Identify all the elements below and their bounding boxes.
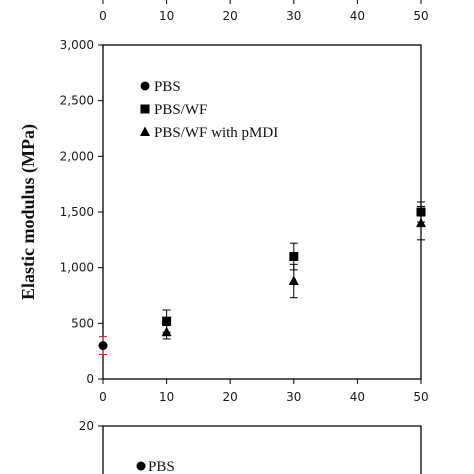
top-axis-tick-label: 10 <box>159 9 174 23</box>
legend-marker-triangle <box>140 126 150 136</box>
second-y-axis-ticks: 20 <box>79 419 103 433</box>
legend: PBS PBS/WF PBS/WF with pMDI <box>140 79 278 141</box>
x-axis-ticks: 0 10 20 30 40 50 <box>99 379 429 404</box>
data-point-triangle <box>288 275 299 286</box>
x-tick-label: 10 <box>159 390 174 404</box>
y-tick-label: 1,000 <box>60 261 94 275</box>
second-legend: PBS <box>136 459 175 474</box>
data-point-square <box>289 252 299 262</box>
second-legend-marker-circle <box>136 461 146 471</box>
y-axis-ticks: 0 500 1,000 1,500 2,000 2,500 3,000 <box>60 38 103 386</box>
x-tick-label: 50 <box>413 390 428 404</box>
top-axis-tick-label: 20 <box>223 9 238 23</box>
main-plot: 0 500 1,000 1,500 2,000 2,500 3,000 0 10 20 30 40 5… <box>18 38 429 404</box>
x-tick-label: 40 <box>350 390 365 404</box>
y-tick-label: 2,500 <box>60 94 94 108</box>
legend-label: PBS/WF with pMDI <box>154 125 278 141</box>
legend-marker-circle <box>140 81 150 91</box>
top-axis-tick-label: 40 <box>350 9 365 23</box>
data-point-square <box>162 316 172 326</box>
x-tick-label: 20 <box>223 390 238 404</box>
y-axis-label: Elastic modulus (MPa) <box>18 124 39 300</box>
second-legend-label: PBS <box>148 459 175 474</box>
plot-frame <box>102 44 422 380</box>
second-plot: 20 PBS <box>79 419 422 474</box>
second-y-tick-label: 20 <box>79 419 94 433</box>
legend-label: PBS/WF <box>154 102 207 118</box>
y-tick-label: 0 <box>86 372 94 386</box>
second-plot-frame <box>102 425 422 474</box>
y-tick-label: 500 <box>71 316 94 330</box>
y-tick-label: 2,000 <box>60 149 94 163</box>
data-point-triangle <box>161 326 172 337</box>
legend-label: PBS <box>154 79 181 95</box>
data-point-triangle <box>416 217 426 228</box>
y-tick-label: 3,000 <box>60 38 94 52</box>
data-point-circle <box>98 341 108 351</box>
top-axis-tick-label: 0 <box>99 9 107 23</box>
top-axis: 0 10 20 30 40 50 <box>99 0 429 23</box>
top-axis-tick-label: 50 <box>413 9 428 23</box>
top-axis-tick-label: 30 <box>286 9 301 23</box>
x-tick-label: 0 <box>99 390 107 404</box>
y-tick-label: 1,500 <box>60 205 94 219</box>
x-tick-label: 30 <box>286 390 301 404</box>
data-marks <box>98 201 426 356</box>
legend-marker-square <box>140 104 150 114</box>
